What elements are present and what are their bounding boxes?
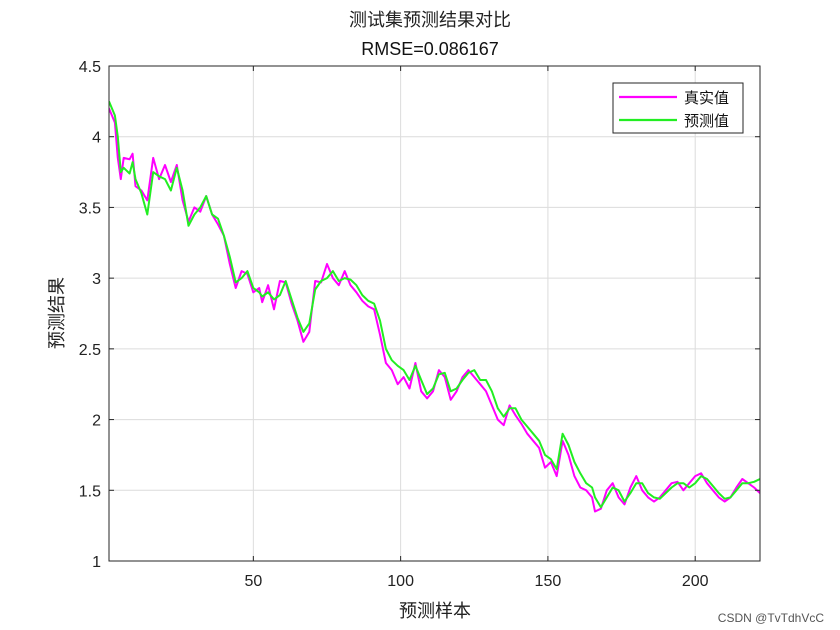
y-tick-label: 1	[92, 554, 101, 571]
chart-title: 测试集预测结果对比	[349, 10, 511, 31]
watermark: CSDN @TvTdhVcC	[718, 611, 825, 625]
x-axis-label: 预测样本	[399, 601, 471, 622]
grid	[109, 65, 760, 562]
y-tick-label: 4	[92, 130, 101, 147]
plot-frame	[108, 65, 761, 562]
legend-label-true: 真实值	[684, 89, 729, 107]
series-layer	[109, 101, 760, 513]
ticks: 50 100 150 200 1 1.5 2 2.5 3 3.5 4 4.5	[79, 59, 760, 590]
x-tick-label: 100	[387, 573, 414, 590]
series-line-pred	[109, 101, 760, 509]
plot-area	[109, 66, 760, 561]
legend-label-pred: 预测值	[684, 112, 729, 130]
y-tick-label: 3.5	[79, 200, 101, 217]
legend: 真实值 预测值	[612, 82, 744, 134]
y-tick-label: 2	[92, 413, 101, 430]
x-tick-label: 200	[682, 573, 709, 590]
x-tick-label: 150	[535, 573, 562, 590]
y-tick-label: 4.5	[79, 59, 101, 76]
y-axis-label: 预测结果	[47, 277, 68, 349]
y-tick-label: 3	[92, 271, 101, 288]
y-tick-label: 2.5	[79, 342, 101, 359]
y-tick-label: 1.5	[79, 483, 101, 500]
x-tick-label: 50	[244, 573, 262, 590]
legend-box	[612, 82, 744, 134]
chart-subtitle: RMSE=0.086167	[361, 39, 499, 59]
